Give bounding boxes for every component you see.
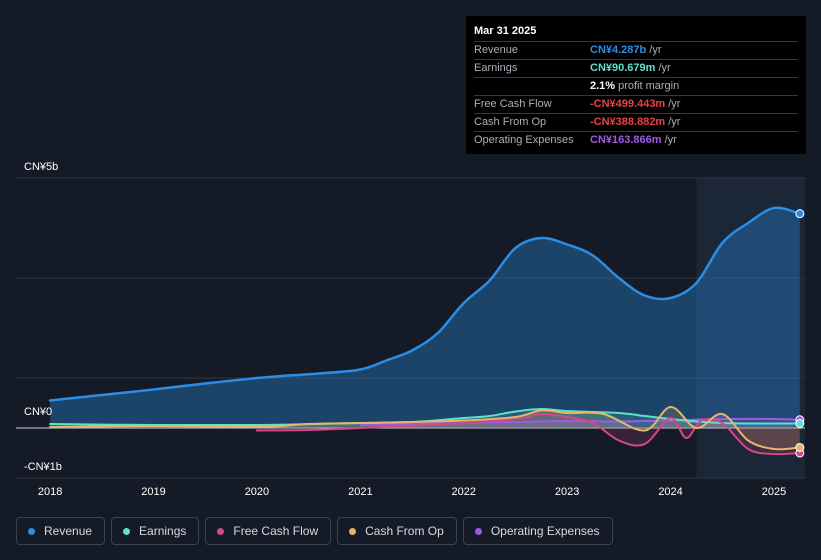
legend-item-revenue[interactable]: Revenue [16,517,106,545]
revenue-line [48,206,802,402]
tooltip-row-label [474,78,590,95]
tooltip-row: Revenue CN¥4.287b/yr [474,42,798,60]
earnings-end-marker [795,419,805,428]
cash-from-op-line [49,405,801,451]
legend-item-free-cash-flow[interactable]: Free Cash Flow [205,517,332,545]
fill-layer [50,207,800,455]
x-tick-label: 2019 [141,486,165,498]
x-tick-label: 2025 [762,486,786,498]
data-tooltip: Mar 31 2025 Revenue CN¥4.287b/yr Earnings C… [466,16,806,154]
revenue-end-marker [795,209,805,219]
y-axis-bottom-label: -CN¥1b [24,461,62,473]
x-tick-label: 2020 [245,486,269,498]
tooltip-row-value: CN¥4.287b [590,44,647,56]
legend-item-operating-expenses[interactable]: Operating Expenses [462,517,613,545]
tooltip-row: Operating Expenses CN¥163.866m/yr [474,132,798,149]
marker-layer [795,209,805,458]
legend-dot-icon [217,527,225,535]
x-tick-label: 2018 [38,486,62,498]
financial-chart: CN¥5b CN¥0 -CN¥1b 2018 2019 2020 2021 2022 20… [16,161,805,498]
legend-dot-icon [349,527,357,535]
legend-item-cash-from-op[interactable]: Cash From Op [337,517,457,545]
tooltip-date: Mar 31 2025 [474,24,798,42]
legend-dot-icon [123,527,131,535]
tooltip-row-value: 2.1% [590,80,616,92]
tooltip-row-label: Free Cash Flow [474,98,552,110]
y-axis-zero-label: CN¥0 [24,406,52,418]
tooltip-row-label: Earnings [474,62,518,74]
tooltip-row: Earnings CN¥90.679m/yr [474,60,798,78]
legend-dot-icon [28,527,35,535]
tooltip-row-unit: /yr [668,98,681,110]
tooltip-row-unit: profit margin [618,80,680,92]
x-axis: 2018 2019 2020 2021 2022 2023 2024 2025 [38,486,786,498]
tooltip-row-label: Operating Expenses [474,134,574,146]
tooltip-row: Cash From Op -CN¥388.882m/yr [474,114,798,132]
tooltip-row: Free Cash Flow -CN¥499.443m/yr [474,96,798,114]
series-layer [48,206,802,456]
x-tick-label: 2021 [348,486,372,498]
tooltip-row-unit: /yr [664,134,677,146]
tooltip-row-value: -CN¥499.443m [590,98,666,110]
y-axis-top-label: CN¥5b [24,161,58,173]
legend-label: Free Cash Flow [233,524,319,538]
legend-dot-icon [474,527,482,535]
legend-label: Revenue [44,524,93,538]
x-tick-label: 2024 [658,486,682,498]
legend-item-earnings[interactable]: Earnings [111,517,200,545]
chart-legend: Revenue Earnings Free Cash Flow Cash From O… [16,517,613,545]
tooltip-row-unit: /yr [658,62,671,74]
tooltip-row-label: Revenue [474,44,519,56]
tooltip-row-value: CN¥90.679m [590,62,656,74]
grid-layer [16,177,805,479]
revenue-area [50,207,800,428]
tooltip-row-value: CN¥163.866m [590,134,662,146]
x-tick-label: 2022 [452,486,476,498]
tooltip-row-label: Cash From Op [474,116,547,128]
free-cash-flow-line [255,412,801,456]
x-tick-label: 2023 [555,486,579,498]
tooltip-row: 2.1% profit margin [474,78,798,96]
tooltip-row-value: -CN¥388.882m [590,116,666,128]
earnings-area [50,408,800,428]
tooltip-rows: Revenue CN¥4.287b/yr Earnings CN¥90.679m/yr… [474,42,798,149]
cash-from-op-end-marker [795,442,805,452]
legend-label: Operating Expenses [490,524,600,538]
legend-label: Cash From Op [365,524,444,538]
legend-label: Earnings [139,524,187,538]
tooltip-row-unit: /yr [668,116,681,128]
tooltip-row-unit: /yr [649,44,662,56]
